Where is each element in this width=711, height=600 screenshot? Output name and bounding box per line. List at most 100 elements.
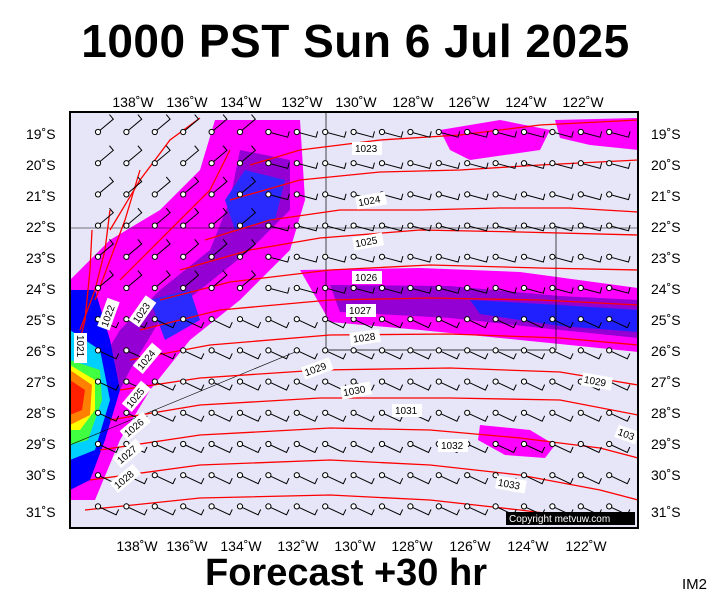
wind-barb-station [407, 160, 414, 167]
wind-barb [410, 256, 432, 263]
wind-barb [324, 412, 347, 422]
wind-barb-station [520, 284, 528, 292]
wind-barb [296, 162, 319, 169]
wind-barb-station [123, 409, 130, 416]
wind-barb-station [293, 503, 300, 510]
lat-label: 31˚S [26, 504, 56, 520]
wind-barb-station [293, 440, 300, 448]
wind-barb-station [435, 503, 442, 510]
wind-barb [552, 256, 574, 263]
forecast-label: Forecast +30 hr [205, 552, 487, 594]
wind-barb [552, 443, 574, 454]
lat-label: 21˚S [651, 188, 681, 204]
wind-barb-station [350, 378, 357, 385]
wind-barb [268, 256, 290, 263]
wind-barb-station [577, 253, 584, 260]
wind-barb [381, 131, 404, 138]
wind-barb [466, 474, 489, 485]
wind-barb-station [492, 253, 499, 260]
wind-barb-station [94, 191, 102, 198]
wind-barb-station [464, 160, 471, 167]
wind-barb-station [520, 128, 528, 136]
wind-barb-station [322, 472, 329, 479]
wind-barb-station [208, 191, 215, 198]
wind-barb-station [180, 347, 187, 354]
wind-barb-station [123, 284, 130, 292]
wind-barb [211, 474, 233, 485]
wind-barb-station [322, 284, 329, 292]
wind-barb [466, 443, 489, 454]
wind-barb-station [265, 347, 272, 354]
wind-barb [296, 381, 318, 391]
wind-barb-station [435, 472, 442, 479]
wind-barb-station [520, 503, 528, 510]
wind-barb [324, 318, 347, 329]
wind-barb-station [407, 378, 414, 385]
wind-barb [523, 193, 546, 201]
wind-barb [239, 239, 257, 258]
wind-barb-station [151, 316, 158, 323]
wind-barb [126, 239, 143, 258]
lat-label: 22˚S [651, 219, 681, 235]
wind-barb [580, 474, 602, 485]
wind-barb-station [236, 503, 244, 510]
wind-barb-station [520, 160, 528, 167]
wind-barb-station [293, 191, 300, 198]
wind-barb-station [293, 160, 300, 167]
wind-barb [410, 443, 432, 454]
lon-label: 136˚W [166, 538, 208, 554]
wind-barb-station [606, 160, 613, 167]
wind-barb [239, 145, 257, 164]
wind-barb-station [407, 284, 414, 292]
lat-label: 28˚S [26, 405, 56, 421]
wind-barb-station [208, 253, 215, 260]
wind-barb-station [435, 347, 442, 354]
wind-barb-station [407, 222, 414, 229]
wind-barb [467, 256, 489, 263]
wind-barb-station [180, 191, 187, 198]
wind-barb [239, 207, 257, 226]
lat-label: 25˚S [26, 312, 56, 328]
wind-barb-station [322, 409, 329, 416]
lat-label: 19˚S [26, 126, 56, 142]
wind-barb [182, 318, 205, 329]
wind-barb [353, 505, 375, 516]
wind-barb [296, 474, 318, 485]
wind-barb-station [123, 316, 130, 323]
wind-barb [182, 381, 205, 391]
wind-barb-station [180, 503, 187, 510]
wind-barb-station [577, 128, 584, 136]
wind-barb-station [208, 409, 215, 416]
wind-barb-station [549, 347, 556, 354]
wind-barb [381, 193, 404, 201]
wind-barb [410, 381, 432, 391]
wind-barb [580, 131, 603, 138]
wind-barb [239, 474, 262, 485]
map-title: 1000 PST Sun 6 Jul 2025 [81, 15, 630, 67]
wind-barb-station [208, 472, 215, 479]
wind-barb-station [265, 472, 272, 479]
wind-barb-station [549, 160, 556, 167]
wind-barb [296, 131, 319, 138]
wind-barb-station [606, 222, 613, 229]
wind-barb [495, 381, 517, 391]
wind-barb [97, 176, 115, 195]
wind-barb-station [123, 222, 130, 229]
wind-barb [466, 318, 489, 329]
wind-barb-station [464, 316, 471, 323]
wind-barb-station [180, 472, 187, 479]
wind-barb [268, 131, 290, 138]
wind-barb-station [293, 253, 300, 260]
wind-barb-station [265, 284, 272, 292]
wind-barb-station [265, 316, 272, 323]
wind-barb-station [151, 284, 158, 292]
lat-label: 22˚S [26, 219, 56, 235]
wind-barb [438, 162, 461, 169]
wind-barb [182, 145, 200, 164]
wind-barb [239, 270, 257, 289]
wind-barb-station [350, 191, 357, 198]
wind-barb [552, 287, 574, 294]
isobar-label: 1030 [343, 384, 367, 399]
wind-barb [353, 412, 375, 422]
isobar-label: 1033 [497, 478, 521, 493]
